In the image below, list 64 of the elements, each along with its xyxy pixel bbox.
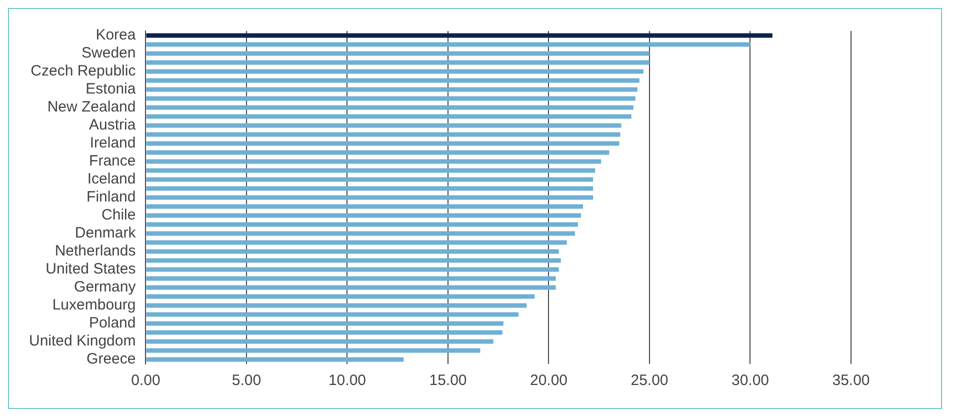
bar xyxy=(146,195,594,200)
y-tick-label: Germany xyxy=(74,278,136,296)
bar xyxy=(146,87,638,92)
bar xyxy=(146,339,494,344)
x-tick-label: 10.00 xyxy=(328,372,366,390)
bar xyxy=(146,321,504,326)
x-tick-label: 20.00 xyxy=(530,372,568,390)
bar xyxy=(146,60,650,65)
bar xyxy=(146,132,620,137)
y-tick-label: Austria xyxy=(89,116,136,134)
y-tick-label: Netherlands xyxy=(54,242,136,260)
x-tick-label: 35.00 xyxy=(832,372,870,390)
y-tick-label: Denmark xyxy=(74,224,136,242)
bar xyxy=(146,204,583,209)
bar xyxy=(146,69,644,74)
bar xyxy=(146,159,602,164)
bar xyxy=(146,303,527,308)
x-tick-label: 15.00 xyxy=(429,372,467,390)
bar xyxy=(146,222,578,227)
y-tick-label: New Zealand xyxy=(47,98,136,116)
x-tick-label: 0.00 xyxy=(131,372,160,390)
y-tick-label: United States xyxy=(46,260,136,278)
y-tick-label: Finland xyxy=(86,188,136,206)
bar xyxy=(146,231,575,236)
bar xyxy=(146,177,594,182)
y-tick-label: France xyxy=(89,152,136,170)
x-tick-label: 25.00 xyxy=(630,372,668,390)
y-tick-label: Luxembourg xyxy=(52,296,136,314)
bar xyxy=(146,330,502,335)
y-tick-label: United Kingdom xyxy=(28,332,136,350)
y-tick-label: Chile xyxy=(102,206,136,224)
bar xyxy=(146,141,620,146)
bar xyxy=(146,96,636,101)
y-tick-label: Poland xyxy=(89,314,136,332)
bar xyxy=(146,249,559,254)
bar xyxy=(146,357,404,362)
bar xyxy=(146,114,632,119)
bar xyxy=(146,123,622,128)
bar xyxy=(146,285,556,290)
bar xyxy=(146,51,650,56)
bar xyxy=(146,267,559,272)
bar xyxy=(146,186,594,191)
bar xyxy=(146,78,640,83)
x-tick-label: 5.00 xyxy=(232,372,262,390)
bar xyxy=(146,312,519,317)
bar xyxy=(146,240,567,245)
y-tick-label: Sweden xyxy=(82,44,136,62)
bar xyxy=(146,150,610,155)
y-tick-label: Ireland xyxy=(90,134,136,152)
y-tick-label: Estonia xyxy=(86,80,136,98)
bar xyxy=(146,168,596,173)
y-tick-label: Iceland xyxy=(87,170,136,188)
bar xyxy=(146,258,561,263)
bar xyxy=(146,33,772,38)
y-tick-label: Greece xyxy=(86,350,136,368)
y-tick-label: Czech Republic xyxy=(30,62,136,80)
bar xyxy=(146,348,480,353)
bar xyxy=(146,213,581,218)
bar xyxy=(146,105,634,110)
bar xyxy=(146,294,535,299)
x-tick-label: 30.00 xyxy=(731,372,770,390)
bar xyxy=(146,42,750,47)
y-tick-label: Korea xyxy=(96,26,136,44)
bar xyxy=(146,276,556,281)
